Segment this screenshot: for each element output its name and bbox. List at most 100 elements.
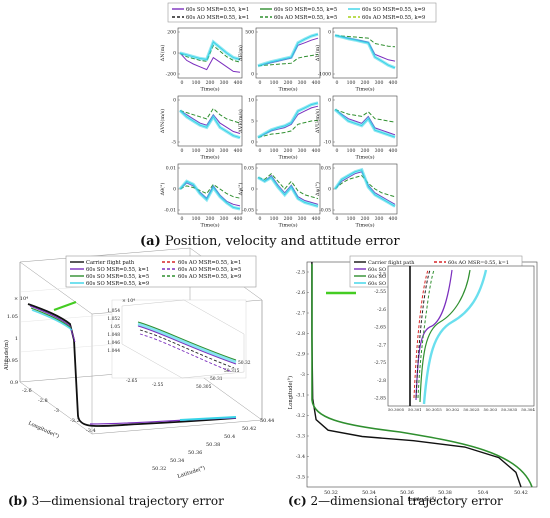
y-tick-label: 200 [167,30,176,36]
x-tick-label: 200 [361,148,370,154]
y-axis-label: Latitude(°) [176,464,206,480]
inset-purple [137,325,237,365]
x-tick-label: 0 [336,80,339,86]
y-tick-label: 50.34 [170,458,184,464]
x-tick-label: 400 [312,80,321,86]
inset-x-tick-label: 50.3035 [501,407,518,412]
subplot-2: 500 0 ΔE(m) 0 100 200 300 400 Time(s) [237,27,321,93]
z-tick-label: 1 [15,336,18,342]
legend-label: 60s AO MSR=0.55, k=1 [448,260,509,266]
legend-label: 60s AO MSR=0.55, k=1 [178,260,241,266]
y-tick-label: -3.3 [296,434,305,440]
series-line [179,110,241,139]
inset-z-tick-label: 1.05 [110,325,120,330]
y-axis-label: Δγ(°) [237,182,244,195]
inset-x-tick-label: 50.3025 [463,407,480,412]
x-tick-label: 100 [347,216,356,222]
inset-y-tick-label: -2.75 [374,360,386,366]
inset-ao-k5 [415,269,431,399]
y-tick-label: 5 [251,119,254,125]
x-axis-label: Time(s) [278,154,297,161]
x-tick-label: 200 [361,80,370,86]
x-tick-label: -3.2 [70,418,80,424]
inset-cyan-band [137,322,237,364]
y-tick-label: -2.5 [296,270,305,276]
x-tick-label: 50.34 [362,490,376,496]
z-tick-label: 1.05 [7,314,18,320]
legend-label: Carrier flight path [368,260,415,266]
x-tick-label: 200 [284,80,293,86]
inset-so-k5 [419,269,471,403]
series-line [334,109,396,138]
x-tick-label: 100 [192,216,201,222]
inset-ao-k9 [417,269,435,399]
x-tick-label: 0 [259,216,262,222]
x-tick-label: 200 [361,216,370,222]
x-tick-label: 400 [234,216,243,222]
y-axis-label: ΔN(m) [159,45,166,62]
inset-y-tick-label: 50.31 [210,377,223,382]
y-tick-label: -0.01 [164,208,176,214]
y-tick-label: 50.32 [152,466,166,472]
x-tick-label: 400 [234,148,243,154]
panel-a: 60s SO MSR=0.55, k=1 60s SO MSR=0.55, k=5… [159,2,437,229]
bottom-path-cyan [179,416,237,421]
y-tick-label: 50.44 [260,418,274,424]
x-tick-label: 200 [206,216,215,222]
x-tick-label: 0 [181,148,184,154]
x-tick-label: -2.6 [22,388,32,394]
x-tick-label: 400 [389,216,398,222]
series-line [179,52,241,73]
series-line [257,176,319,207]
x-tick-label: 50.36 [400,490,414,496]
inset-z-tick-label: 1.044 [107,349,120,354]
series-line [334,34,396,48]
x-tick-label: 200 [284,216,293,222]
legend-label: 60s AO MSR=0.55, k=5 [178,267,241,273]
subplot-frame [332,27,398,79]
x-tick-label: 300 [298,148,307,154]
x-axis-label: Time(s) [278,222,297,229]
inset-box [121,299,245,379]
x-tick-label: 0 [259,148,262,154]
y-axis-label: Longitude(°) [287,376,294,409]
x-tick-label: 50.32 [324,490,338,496]
y-tick-label: 0 [251,140,254,146]
y-tick-label: -10 [324,140,331,146]
inset-y-tick-label: -2.85 [374,396,386,402]
y-tick-label: 0 [173,187,176,193]
y-tick-label: 50.42 [242,426,256,432]
series-line [257,119,319,138]
y-tick-label: 0 [251,187,254,193]
legend-box [167,2,437,23]
x-axis-label: Time(s) [200,154,219,161]
x-tick-label: 200 [206,80,215,86]
x-tick-label: 300 [375,148,384,154]
legend-label: 60s SO MSR=0.55, k=5 [274,7,337,13]
x-tick-label: 300 [375,80,384,86]
y-tick-label: -1000 [318,72,331,78]
caption-b: (b) 3—dimensional trajectory error [8,494,224,508]
carrier-flight-path [27,303,237,427]
series-line [257,172,319,200]
caption-c: (c) 2—dimensional trajectory error [288,494,503,508]
caption-b-text: 3—dimensional trajectory error [27,494,224,508]
x-tick-label: 100 [347,148,356,154]
x-axis-label: Time(s) [355,86,374,93]
y-tick-label: -0.05 [319,208,331,214]
inset-x-tick-label: -2.55 [152,383,163,388]
y-axis-label: Δθ(°) [159,182,166,195]
series-line [179,41,241,60]
panel-c-2d-trajectory: -2.5 -2.6 -2.7 -2.8 -2.9 -3 -3.1 -3.2 -3.3 -3.4 -3… [287,255,538,503]
x-axis-label: Latitude(°) [408,496,437,503]
legend-label: 60s SO MSR=0.55, k=5 [86,274,149,280]
series-line [334,169,396,207]
caption-c-text: 2—dimensional trajectory error [306,494,503,508]
x-tick-label: 0 [336,216,339,222]
legend-label: 60s SO MSR=0.55, k=9 [86,281,149,287]
inset-x-tick-label: 50.302 [446,407,460,412]
z-tick-label: 0.9 [10,380,18,386]
